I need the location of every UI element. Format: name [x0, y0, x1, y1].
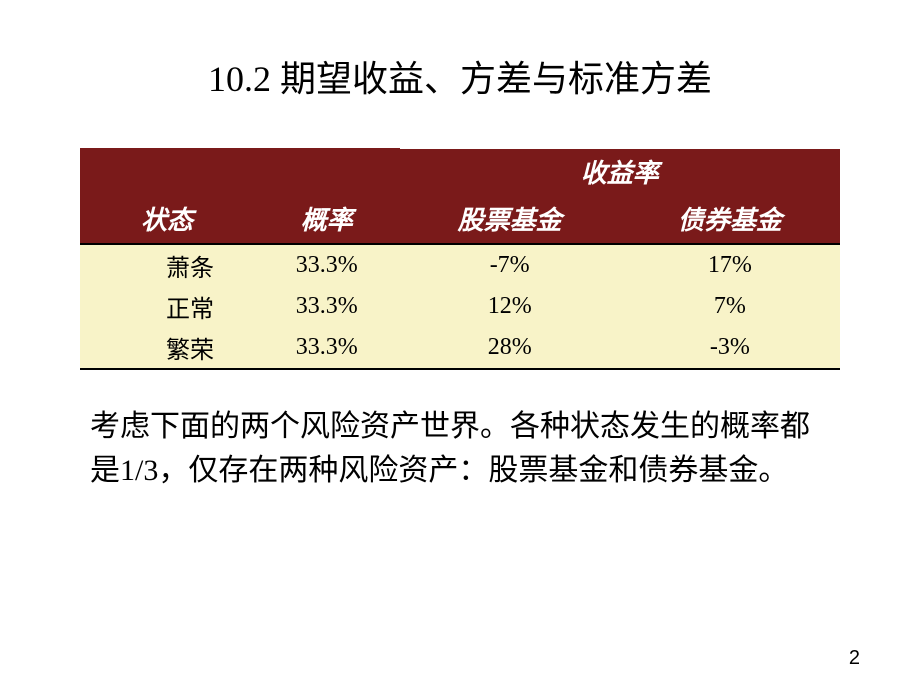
group-header-returns: 收益率	[400, 148, 840, 194]
cell-probability: 33.3%	[254, 244, 400, 286]
col-header-probability: 概率	[254, 194, 400, 244]
cell-bond: -3%	[620, 327, 840, 369]
table-row: 正常 33.3% 12% 7%	[80, 286, 840, 327]
cell-stock: -7%	[400, 244, 620, 286]
slide-container: 10.2 期望收益、方差与标准方差 收益率 状态 概率 股票基金 债券基金 萧条	[0, 0, 920, 690]
cell-state: 繁荣	[80, 327, 254, 369]
description-text: 考虑下面的两个风险资产世界。各种状态发生的概率都是1/3，仅存在两种风险资产：股…	[60, 405, 860, 492]
empty-header-2	[254, 148, 400, 194]
col-header-stock: 股票基金	[400, 194, 620, 244]
returns-table: 收益率 状态 概率 股票基金 债券基金 萧条 33.3% -7% 17% 正常	[80, 147, 840, 370]
cell-state: 正常	[80, 286, 254, 327]
cell-probability: 33.3%	[254, 286, 400, 327]
cell-state: 萧条	[80, 244, 254, 286]
cell-probability: 33.3%	[254, 327, 400, 369]
returns-table-container: 收益率 状态 概率 股票基金 债券基金 萧条 33.3% -7% 17% 正常	[80, 147, 840, 370]
table-group-header-row: 收益率	[80, 148, 840, 194]
empty-header-1	[80, 148, 254, 194]
col-header-bond: 债券基金	[620, 194, 840, 244]
page-number: 2	[849, 647, 860, 670]
cell-bond: 7%	[620, 286, 840, 327]
slide-title: 10.2 期望收益、方差与标准方差	[60, 50, 860, 102]
table-row: 繁荣 33.3% 28% -3%	[80, 327, 840, 369]
table-column-header-row: 状态 概率 股票基金 债券基金	[80, 194, 840, 244]
cell-stock: 28%	[400, 327, 620, 369]
cell-stock: 12%	[400, 286, 620, 327]
table-row: 萧条 33.3% -7% 17%	[80, 244, 840, 286]
col-header-state: 状态	[80, 194, 254, 244]
cell-bond: 17%	[620, 244, 840, 286]
